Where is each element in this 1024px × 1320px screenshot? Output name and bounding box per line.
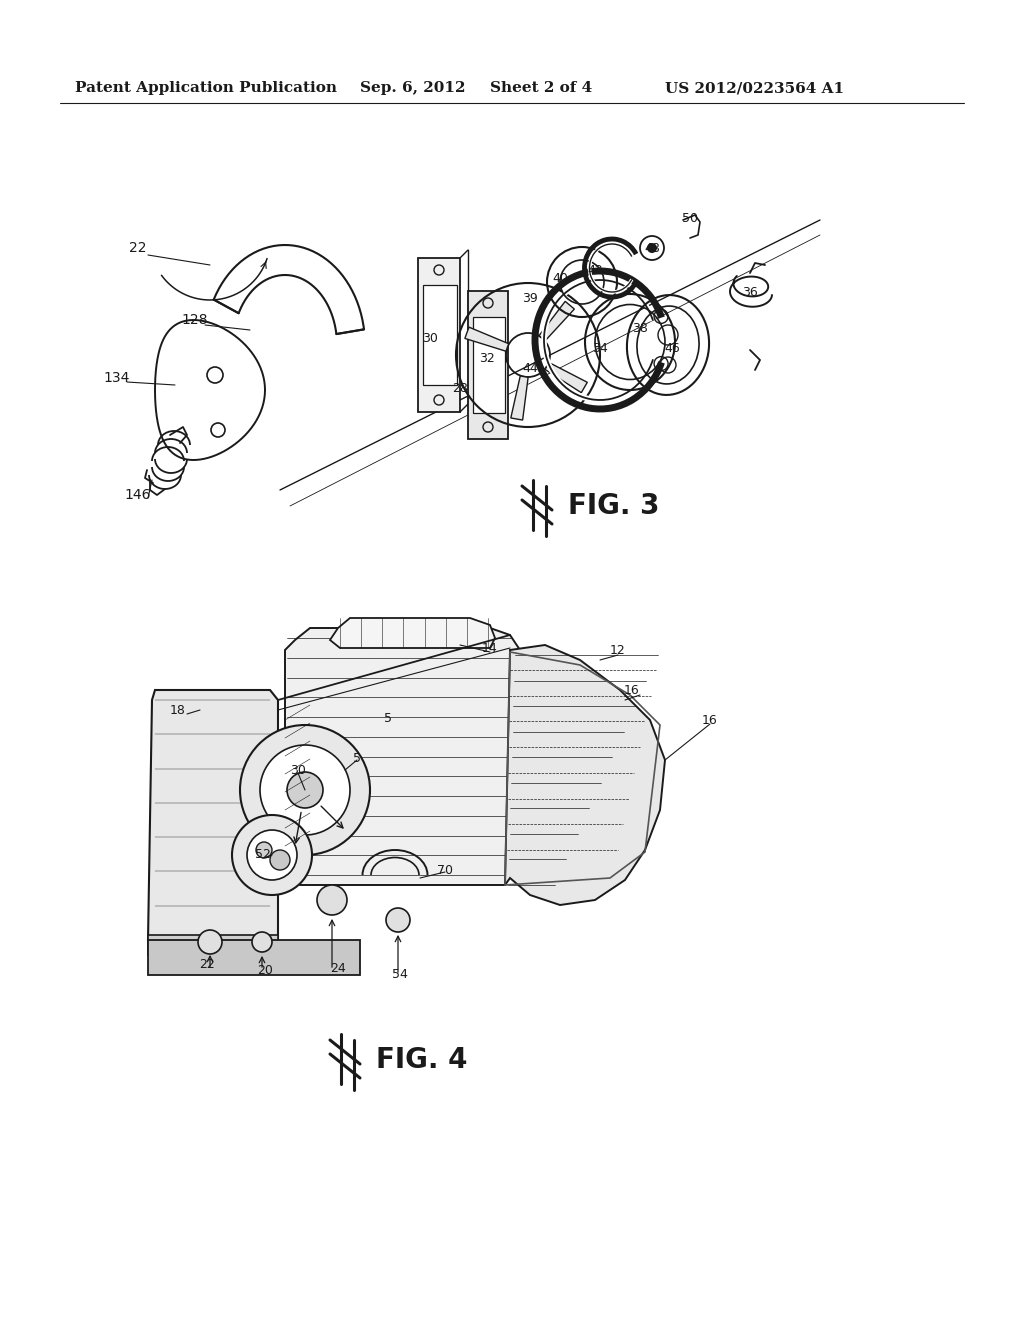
Polygon shape	[465, 327, 509, 351]
Text: 14: 14	[482, 642, 498, 655]
Polygon shape	[468, 290, 508, 440]
Text: 32: 32	[479, 351, 495, 364]
Text: 42: 42	[587, 264, 603, 276]
Text: 30: 30	[422, 331, 438, 345]
Polygon shape	[148, 940, 360, 975]
Circle shape	[252, 932, 272, 952]
Polygon shape	[539, 301, 574, 341]
Text: 24: 24	[330, 961, 346, 974]
Text: 39: 39	[522, 292, 538, 305]
Circle shape	[256, 842, 272, 858]
Text: 52: 52	[255, 849, 271, 862]
Circle shape	[647, 243, 657, 253]
Text: 30: 30	[290, 763, 306, 776]
Polygon shape	[511, 376, 528, 420]
Text: FIG. 4: FIG. 4	[376, 1045, 468, 1074]
Text: Sep. 6, 2012: Sep. 6, 2012	[360, 81, 466, 95]
Text: 5: 5	[353, 751, 361, 764]
Text: Sheet 2 of 4: Sheet 2 of 4	[490, 81, 592, 95]
Text: 44: 44	[522, 362, 538, 375]
Text: Patent Application Publication: Patent Application Publication	[75, 81, 337, 95]
Text: 20: 20	[257, 964, 273, 977]
Text: 50: 50	[682, 211, 698, 224]
Text: FIG. 3: FIG. 3	[568, 492, 659, 520]
Polygon shape	[418, 257, 460, 412]
Text: 34: 34	[592, 342, 608, 355]
Text: 18: 18	[170, 704, 186, 717]
Text: 134: 134	[103, 371, 130, 385]
Circle shape	[270, 850, 290, 870]
Text: 54: 54	[392, 969, 408, 982]
Text: 28: 28	[452, 381, 468, 395]
Text: 5: 5	[384, 711, 392, 725]
Text: 22: 22	[199, 958, 215, 972]
Text: 12: 12	[610, 644, 626, 656]
Text: 146: 146	[125, 488, 152, 502]
Circle shape	[198, 931, 222, 954]
Polygon shape	[505, 645, 665, 906]
Text: 22: 22	[129, 242, 146, 255]
Circle shape	[287, 772, 323, 808]
Text: 36: 36	[742, 285, 758, 298]
Text: 70: 70	[437, 863, 453, 876]
Text: 46: 46	[665, 342, 680, 355]
Circle shape	[386, 908, 410, 932]
Circle shape	[317, 884, 347, 915]
Circle shape	[247, 830, 297, 880]
Circle shape	[240, 725, 370, 855]
Text: 48: 48	[644, 242, 659, 255]
Text: 128: 128	[181, 313, 208, 327]
Text: 40: 40	[552, 272, 568, 285]
Circle shape	[260, 744, 350, 836]
Text: US 2012/0223564 A1: US 2012/0223564 A1	[665, 81, 844, 95]
Polygon shape	[545, 363, 588, 392]
Text: 38: 38	[632, 322, 648, 334]
Polygon shape	[330, 618, 495, 648]
Polygon shape	[423, 285, 457, 385]
Polygon shape	[148, 690, 278, 950]
Text: 16: 16	[702, 714, 718, 726]
Polygon shape	[285, 628, 520, 884]
Polygon shape	[473, 317, 505, 413]
Text: 16: 16	[624, 684, 640, 697]
Polygon shape	[148, 935, 278, 954]
Circle shape	[232, 814, 312, 895]
